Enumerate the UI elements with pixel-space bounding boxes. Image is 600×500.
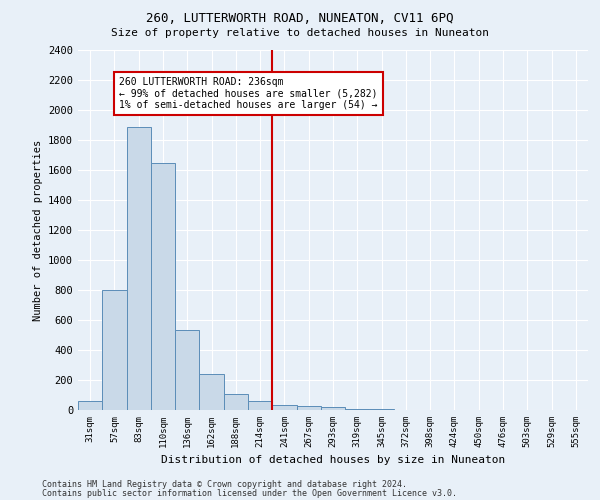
Y-axis label: Number of detached properties: Number of detached properties: [32, 140, 43, 320]
Bar: [345, 408, 370, 410]
Bar: [78, 401, 102, 410]
Bar: [151, 162, 175, 410]
Bar: [248, 401, 272, 410]
Bar: [199, 374, 224, 410]
Text: Contains HM Land Registry data © Crown copyright and database right 2024.: Contains HM Land Registry data © Crown c…: [42, 480, 407, 489]
Text: 260 LUTTERWORTH ROAD: 236sqm
← 99% of detached houses are smaller (5,282)
1% of : 260 LUTTERWORTH ROAD: 236sqm ← 99% of de…: [119, 77, 378, 110]
Text: Size of property relative to detached houses in Nuneaton: Size of property relative to detached ho…: [111, 28, 489, 38]
Text: 260, LUTTERWORTH ROAD, NUNEATON, CV11 6PQ: 260, LUTTERWORTH ROAD, NUNEATON, CV11 6P…: [146, 12, 454, 26]
Bar: [296, 406, 321, 410]
Bar: [175, 330, 199, 410]
X-axis label: Distribution of detached houses by size in Nuneaton: Distribution of detached houses by size …: [161, 456, 505, 466]
Bar: [224, 394, 248, 410]
Bar: [370, 409, 394, 410]
Text: Contains public sector information licensed under the Open Government Licence v3: Contains public sector information licen…: [42, 488, 457, 498]
Bar: [272, 405, 296, 410]
Bar: [102, 290, 127, 410]
Bar: [127, 126, 151, 410]
Bar: [321, 408, 345, 410]
